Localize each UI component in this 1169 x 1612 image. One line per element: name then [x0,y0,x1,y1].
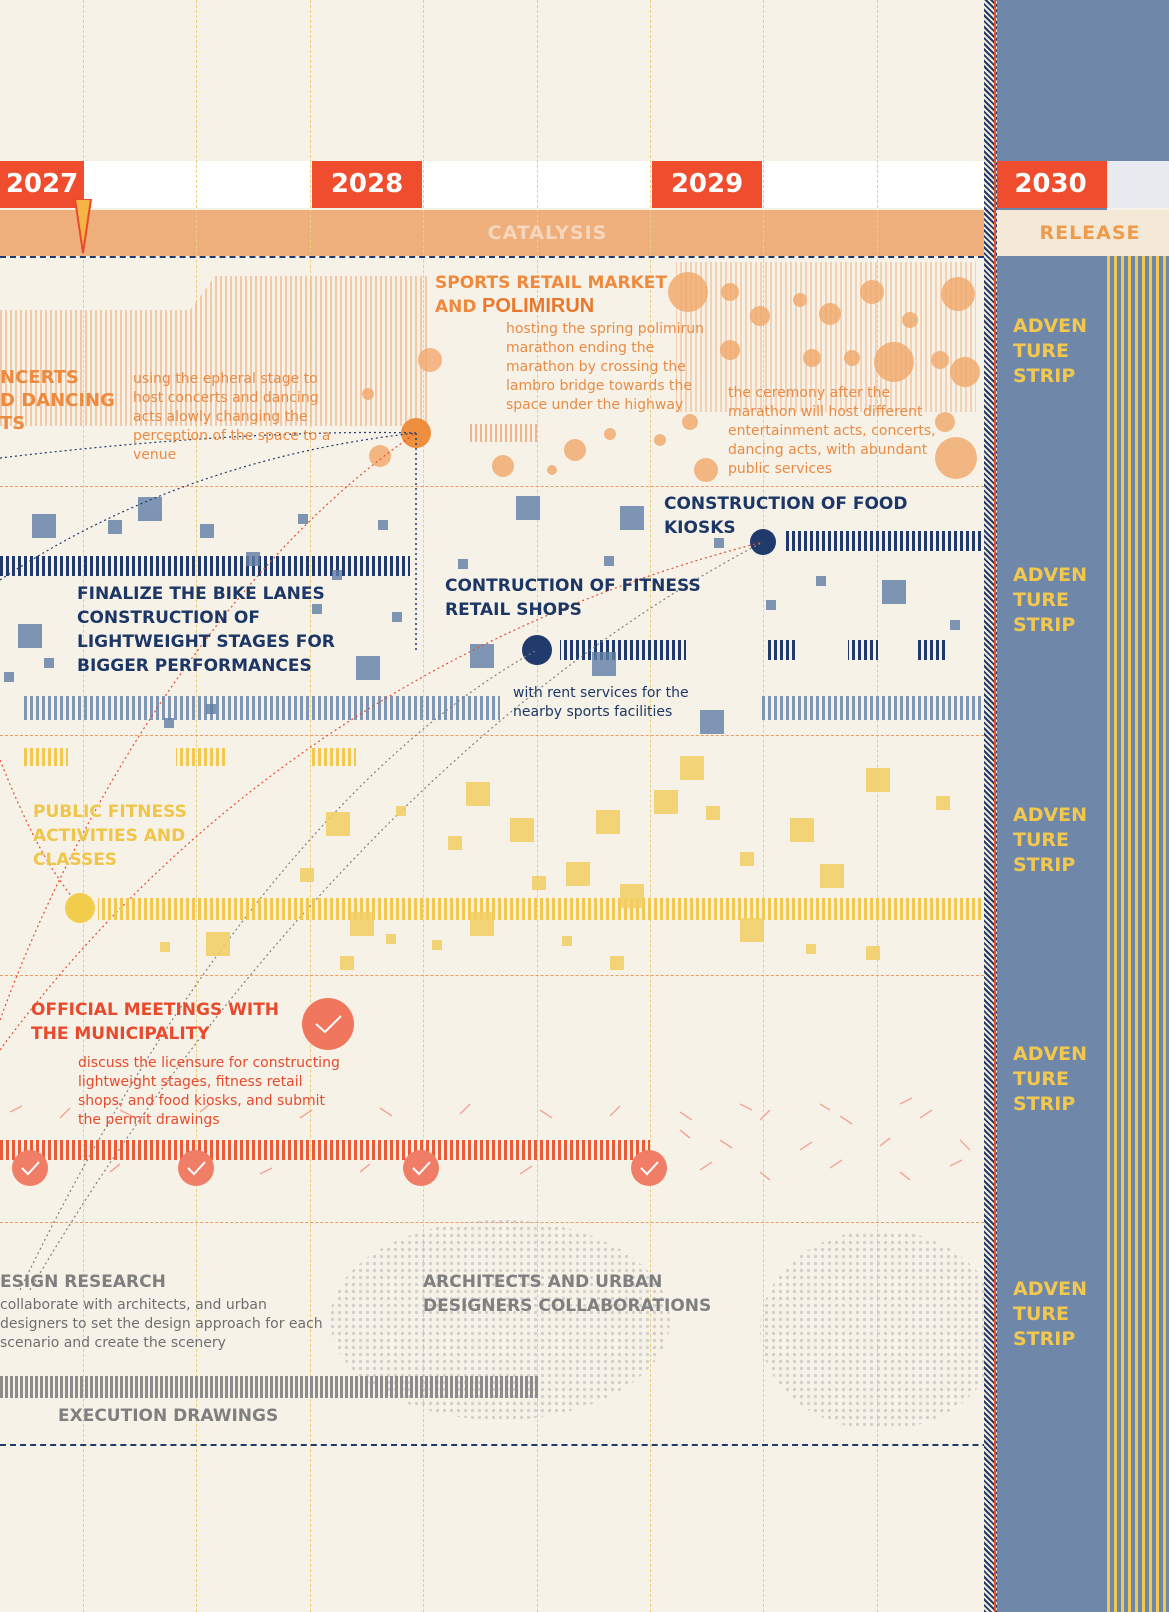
fitness-shops-bar [560,640,686,660]
grid-line [877,0,878,1612]
grid-line [763,0,764,1612]
execution-drawings-bar [0,1376,540,1398]
catalysis-band [0,210,984,256]
yellow-stripe-column [1107,256,1169,1612]
adventure-strip-label: ADVEN TURE STRIP [1013,804,1088,876]
ceremony-description: the ceremony after the marathon will hos… [728,385,936,477]
section-divider [0,486,984,487]
adventure-strip-label: ADVEN TURE STRIP [1013,1043,1088,1115]
header-band [0,161,984,208]
section-divider [0,975,984,976]
red-edge-line [994,0,996,1612]
grid-line [537,0,538,1612]
top-boundary [0,256,984,258]
fitness-shops-description: with rent services for the nearby sports… [513,685,689,720]
concerts-description: using the epheral stage to host concerts… [133,371,331,463]
market-bar [468,424,538,442]
year-2030-label: 2030 [997,161,1104,208]
milestone-marker-icon [74,199,92,254]
meetings-bar [0,1140,650,1160]
grid-line [310,0,311,1612]
concerts-title: NCERTS D DANCING TS [0,367,115,434]
side-top-block [1107,0,1169,161]
public-fitness-milestone-dot [65,893,95,923]
phase-catalysis: CATALYSIS [487,222,608,244]
ceremony-bubbles [362,272,980,482]
adventure-strip-label: ADVEN TURE STRIP [1013,1278,1088,1350]
adventure-strip-label: ADVEN TURE STRIP [1013,564,1088,636]
red-hatch-texture [9,1097,971,1181]
collaborations-title: ARCHITECTS AND URBAN DESIGNERS COLLABORA… [423,1272,712,1316]
design-research-description: collaborate with architects, and urban d… [0,1297,323,1351]
adventure-strip-label: ADVEN TURE STRIP [1013,315,1088,387]
check-milestones [12,998,667,1186]
meetings-title: OFFICIAL MEETINGS WITH THE MUNICIPALITY [31,1000,280,1044]
polimirun-logo: POLIMIRUN [482,295,595,317]
grid-line [196,0,197,1612]
bike-lanes-bar [0,556,410,576]
fitness-shops-milestone-dot [522,635,552,665]
market-description: hosting the spring polimirun marathon en… [506,321,705,413]
diagram-graphics [0,262,984,1430]
execution-drawings-title: EXECUTION DRAWINGS [58,1406,279,1426]
food-kiosks-bar [786,531,982,551]
adventure-strip-column [997,0,1107,1612]
grid-line [650,0,651,1612]
bottom-boundary [0,1444,1169,1446]
year-2028: 2028 [312,161,422,208]
year-2029: 2029 [652,161,762,208]
phase-release-label: RELEASE [1039,222,1141,244]
yellow-squares [160,756,950,970]
design-research-title: ESIGN RESEARCH [0,1272,166,1292]
grid-line [423,0,424,1612]
public-fitness-bar [98,898,982,920]
section-divider [0,735,984,736]
market-title-prefix: AND [435,297,477,317]
market-title: SPORTS RETAIL MARKET [435,273,667,293]
public-fitness-title: PUBLIC FITNESS ACTIVITIES AND CLASSES [33,802,187,870]
year-2027: 2027 [0,161,84,208]
hatched-divider [984,0,997,1612]
fitness-shops-title: CONTRUCTION OF FITNESS RETAIL SHOPS [445,576,701,620]
navy-squares [4,496,960,734]
food-kiosks-title: CONSTRUCTION OF FOOD KIOSKS [664,494,908,538]
collaboration-dot-cloud [330,1220,670,1420]
grid-line [83,0,84,1612]
slate-bar [24,696,500,720]
concert-texture [0,276,430,426]
meetings-description: discuss the licensure for constructing l… [78,1055,340,1128]
bike-lanes-title: FINALIZE THE BIKE LANES CONSTRUCTION OF … [77,584,335,676]
